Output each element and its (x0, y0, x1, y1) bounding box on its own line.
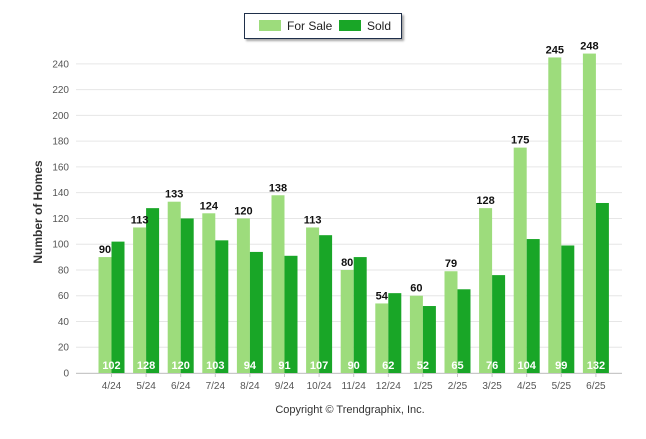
y-tick-label: 20 (58, 343, 70, 354)
bar-sold (526, 239, 540, 373)
y-tick-label: 100 (52, 240, 69, 251)
data-label-sold: 104 (518, 360, 537, 372)
data-label-for-sale: 245 (546, 44, 564, 56)
data-label-for-sale: 54 (376, 290, 389, 302)
data-label-for-sale: 128 (476, 195, 494, 207)
bar-for-sale (167, 201, 181, 373)
x-tick-label: 8/24 (240, 381, 260, 392)
y-tick-label: 200 (52, 111, 69, 122)
y-axis-title: Number of Homes (31, 160, 45, 264)
bar-for-sale (409, 295, 423, 373)
data-label-sold: 120 (172, 360, 190, 372)
bar-sold (180, 218, 194, 373)
bar-for-sale (271, 195, 285, 373)
bar-for-sale (202, 213, 216, 373)
bar-sold (215, 240, 229, 373)
data-label-sold: 132 (587, 360, 605, 372)
bar-sold (595, 202, 609, 373)
y-tick-label: 180 (52, 137, 69, 148)
data-label-for-sale: 113 (131, 214, 149, 226)
bar-for-sale (479, 208, 493, 373)
bar-for-sale (375, 303, 389, 373)
bar-sold (146, 208, 160, 373)
x-tick-label: 7/24 (206, 381, 226, 392)
data-label-for-sale: 124 (200, 200, 219, 212)
y-tick-label: 220 (52, 85, 69, 96)
data-label-for-sale: 80 (341, 257, 353, 269)
data-label-sold: 128 (137, 360, 155, 372)
data-label-sold: 52 (417, 360, 429, 372)
x-tick-label: 6/24 (171, 381, 191, 392)
data-label-for-sale: 175 (511, 135, 529, 147)
data-label-for-sale: 113 (304, 214, 322, 226)
bar-sold (388, 293, 402, 373)
data-label-sold: 90 (348, 360, 360, 372)
legend-label-sold: Sold (367, 19, 392, 33)
bar-for-sale (548, 57, 562, 373)
legend-label-for-sale: For Sale (287, 19, 333, 33)
bar-sold (319, 235, 333, 373)
bar-sold (457, 289, 471, 373)
x-tick-label: 10/24 (307, 381, 332, 392)
legend-item-sold[interactable]: Sold (339, 19, 391, 33)
bar-for-sale (98, 257, 112, 373)
data-label-for-sale: 79 (445, 258, 457, 270)
data-label-sold: 94 (244, 360, 257, 372)
y-tick-label: 0 (63, 369, 69, 380)
bar-sold (422, 306, 436, 373)
data-label-for-sale: 133 (165, 189, 183, 201)
data-label-for-sale: 120 (234, 205, 252, 217)
x-tick-label: 11/24 (342, 381, 367, 392)
data-label-sold: 102 (102, 360, 120, 372)
data-label-sold: 62 (382, 360, 394, 372)
data-label-sold: 76 (486, 360, 498, 372)
data-label-for-sale: 248 (580, 41, 598, 53)
x-tick-label: 9/24 (275, 381, 295, 392)
x-tick-label: 4/25 (517, 381, 537, 392)
x-tick-label: 2/25 (448, 381, 468, 392)
data-label-for-sale: 60 (410, 283, 422, 295)
legend-item-for-sale[interactable]: For Sale (259, 19, 332, 33)
data-label-sold: 91 (278, 360, 290, 372)
data-label-sold: 65 (451, 360, 463, 372)
x-tick-label: 1/25 (413, 381, 433, 392)
y-tick-label: 40 (58, 317, 70, 328)
bar-sold (111, 241, 125, 373)
x-tick-label: 5/25 (552, 381, 572, 392)
x-tick-label: 4/24 (102, 381, 122, 392)
data-label-sold: 107 (310, 360, 328, 372)
data-label-for-sale: 90 (99, 244, 111, 256)
y-tick-label: 140 (52, 188, 69, 199)
copyright-text: Copyright © Trendgraphix, Inc. (275, 404, 424, 416)
x-tick-label: 12/24 (376, 381, 401, 392)
bar-for-sale (340, 269, 354, 373)
y-tick-label: 240 (52, 59, 69, 70)
bar-for-sale (513, 147, 527, 373)
bar-sold (353, 257, 367, 373)
x-tick-label: 5/24 (136, 381, 156, 392)
y-tick-label: 60 (58, 291, 70, 302)
data-label-sold: 103 (206, 360, 224, 372)
bar-sold (284, 255, 298, 373)
legend: For Sale Sold (244, 13, 402, 39)
legend-swatch-sold (339, 20, 361, 31)
data-label-for-sale: 138 (269, 182, 287, 194)
y-tick-label: 80 (58, 265, 70, 276)
bar-for-sale (236, 218, 250, 373)
bar-for-sale (444, 271, 458, 373)
bar-sold (492, 275, 506, 373)
data-label-sold: 99 (555, 360, 567, 372)
y-tick-label: 160 (52, 162, 69, 173)
bar-sold (249, 251, 263, 373)
legend-swatch-for-sale (259, 20, 281, 31)
bar-for-sale (133, 227, 147, 373)
x-tick-label: 6/25 (586, 381, 606, 392)
bar-sold (561, 245, 575, 373)
y-tick-label: 120 (52, 214, 69, 225)
x-tick-label: 3/25 (482, 381, 502, 392)
bar-for-sale (582, 53, 596, 374)
bar-for-sale (306, 227, 320, 373)
